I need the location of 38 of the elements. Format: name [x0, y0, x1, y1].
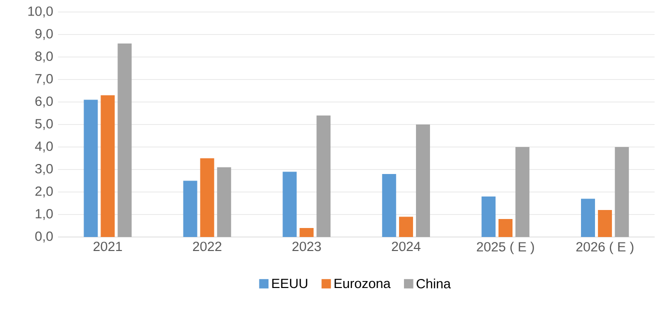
- legend-label: EEUU: [272, 278, 308, 288]
- x-tick-label: 2021: [94, 242, 122, 252]
- y-tick-label: 10,0: [28, 6, 53, 18]
- x-tick-label: 2022: [193, 242, 222, 252]
- y-tick-label: 0,0: [35, 232, 53, 243]
- y-tick-label: 6,0: [35, 96, 53, 108]
- bar: [282, 172, 297, 238]
- bar: [84, 100, 98, 238]
- legend-label: Eurozona: [334, 278, 391, 288]
- bar: [100, 95, 115, 238]
- bar: [482, 196, 496, 238]
- bar: [498, 219, 512, 238]
- bar: [217, 167, 232, 238]
- y-tick-label: 7,0: [35, 74, 53, 86]
- y-tick-label: 9,0: [35, 28, 53, 40]
- bar: [316, 116, 331, 238]
- x-tick-label: 2024: [392, 242, 420, 252]
- bar: [200, 158, 214, 238]
- bar: [183, 180, 198, 238]
- y-tick-label: 2,0: [35, 186, 53, 198]
- bar: [614, 147, 629, 238]
- bar: [515, 147, 530, 238]
- bar: [118, 44, 132, 238]
- bar: [300, 228, 314, 238]
- x-tick-label: 2025 ( E ): [476, 242, 534, 254]
- bar: [581, 198, 596, 238]
- bar: [382, 174, 396, 238]
- y-tick-label: 1,0: [36, 209, 53, 220]
- legend-label: China: [416, 278, 451, 288]
- y-tick-label: 8,0: [35, 51, 53, 63]
- x-tick-label: 2023: [292, 242, 321, 252]
- y-tick-label: 3,0: [35, 164, 53, 176]
- bar: [598, 210, 612, 238]
- y-tick-label: 5,0: [35, 118, 53, 130]
- bar: [416, 124, 430, 238]
- y-tick-label: 4,0: [35, 141, 53, 153]
- x-tick-label: 2026 ( E ): [576, 242, 634, 254]
- bar: [399, 216, 414, 238]
